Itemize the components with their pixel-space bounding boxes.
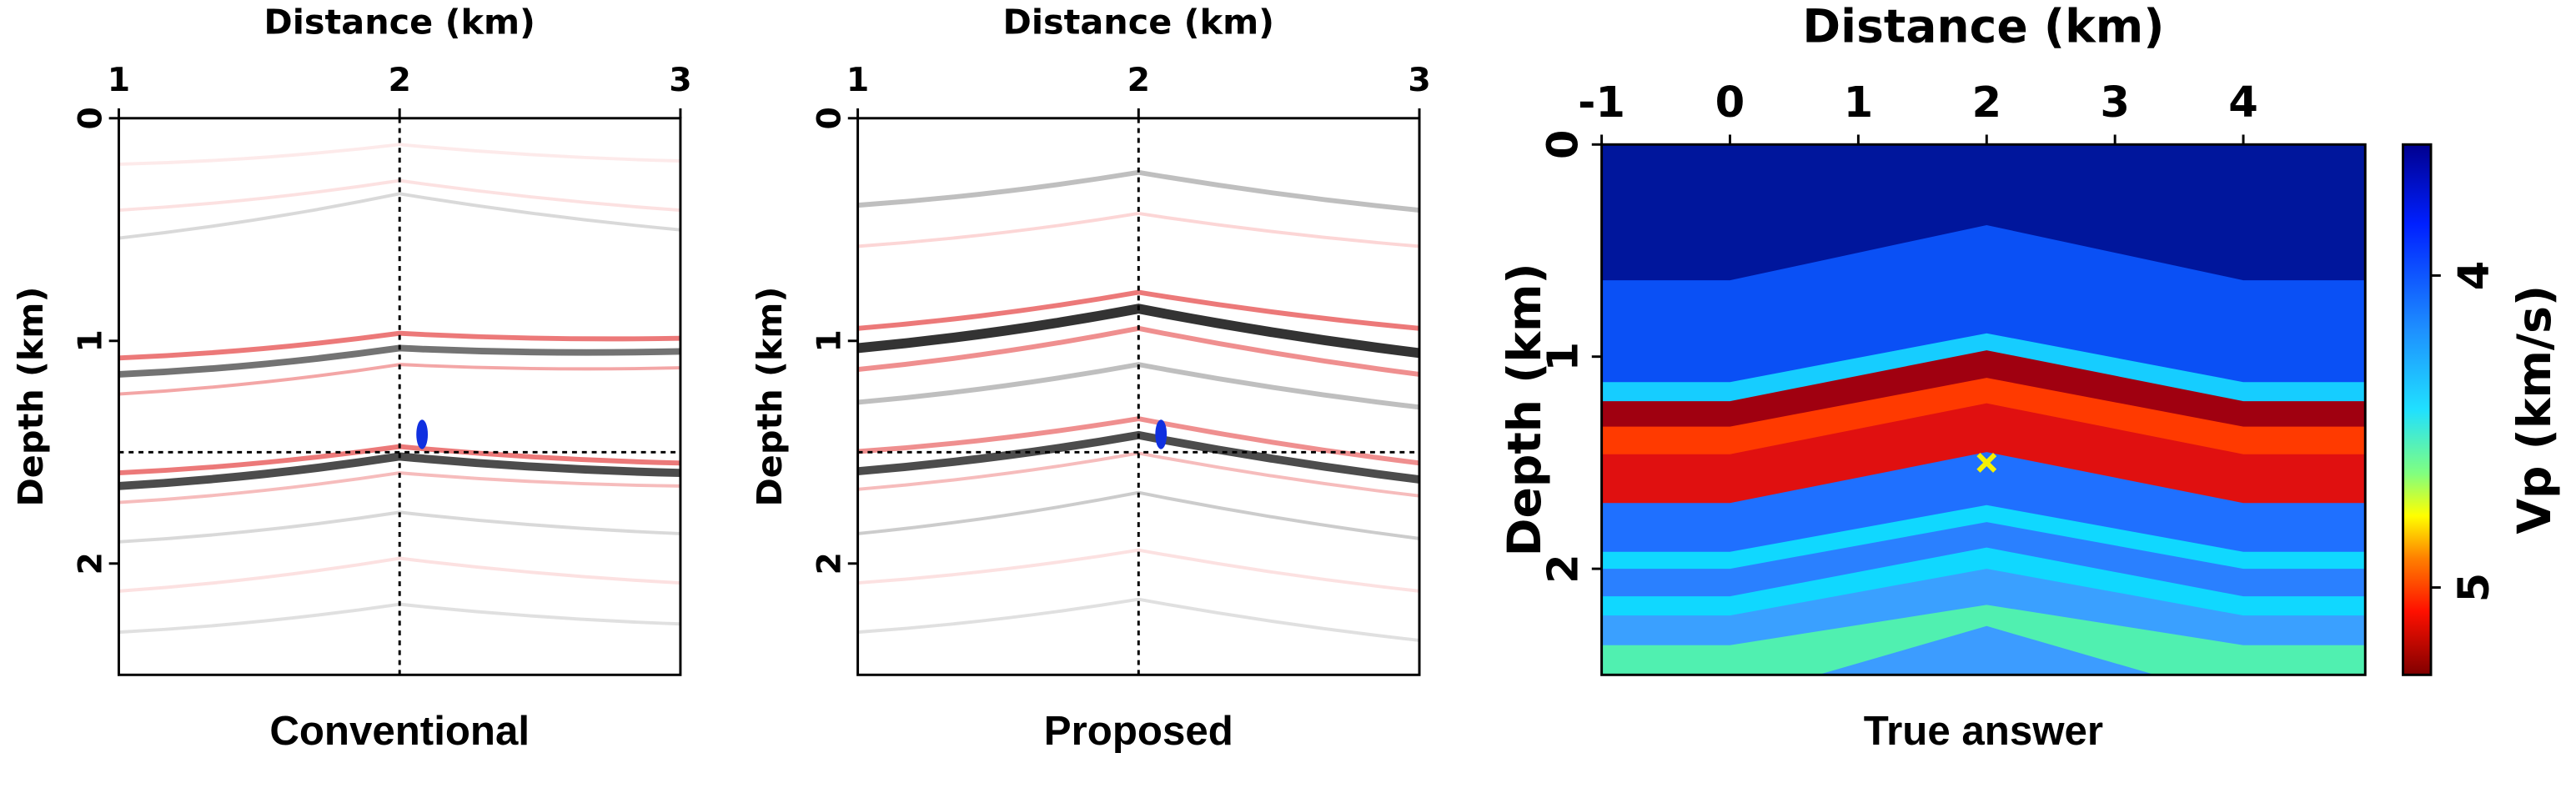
plot-frame [1600,143,2367,676]
seismic-event [857,597,1420,642]
x-tick-label: 2 [388,61,410,99]
marker [1155,419,1167,449]
marker [1976,452,1997,473]
x-tick-label: 3 [2100,78,2130,128]
colorbar-tick-label: 5 [2449,573,2499,603]
x-axis-label: Distance (km) [1003,3,1275,43]
y-tick-label: 2 [811,552,849,575]
seismic-event [118,143,680,166]
colorbar-label: Vp (km/s) [2508,285,2562,535]
marker [416,419,429,449]
y-tick-label: 2 [1538,554,1588,584]
y-axis-label: Depth (km) [1499,263,1552,556]
seismic-event [857,211,1420,248]
seismic-event [118,556,680,593]
x-tick-label: 1 [1844,78,1874,128]
panel-title: Proposed [1044,708,1233,754]
x-tick-label: 2 [1971,78,2001,128]
y-tick-label: 1 [811,329,849,352]
y-tick-label: 0 [811,107,849,129]
x-tick-label: 3 [1408,61,1430,99]
x-tick-label: 2 [1127,61,1150,99]
x-tick-label: 4 [2228,78,2258,128]
y-axis-label: Depth (km) [750,287,790,507]
y-tick-label: 0 [71,107,109,129]
y-tick-label: 1 [71,329,109,352]
y-axis-label: Depth (km) [11,287,51,507]
seismic-event [857,289,1420,331]
y-tick-label: 0 [1538,129,1588,159]
x-axis-label: Distance (km) [1802,1,2164,54]
y-tick-label: 1 [1538,342,1588,372]
colorbar-tick-label: 4 [2449,261,2499,291]
seismic-event [118,192,680,240]
panel-title: Conventional [269,708,530,754]
x-tick-label: 0 [1715,78,1745,128]
velocity-layer [1818,625,2156,675]
x-axis-label: Distance (km) [264,3,535,43]
seismic-event [118,330,680,361]
x-tick-label: 1 [846,61,869,99]
plot-area [857,118,1420,675]
x-tick-label: 3 [669,61,691,99]
y-tick-label: 2 [71,552,109,575]
x-tick-label: -1 [1578,78,1625,128]
marker-stroke [1976,452,1997,473]
panel-title: True answer [1864,708,2103,754]
plot-area [118,118,680,675]
colorbar [2402,143,2433,676]
plot-area [1601,144,2366,675]
x-tick-label: 1 [108,61,130,99]
seismic-event [857,548,1420,593]
